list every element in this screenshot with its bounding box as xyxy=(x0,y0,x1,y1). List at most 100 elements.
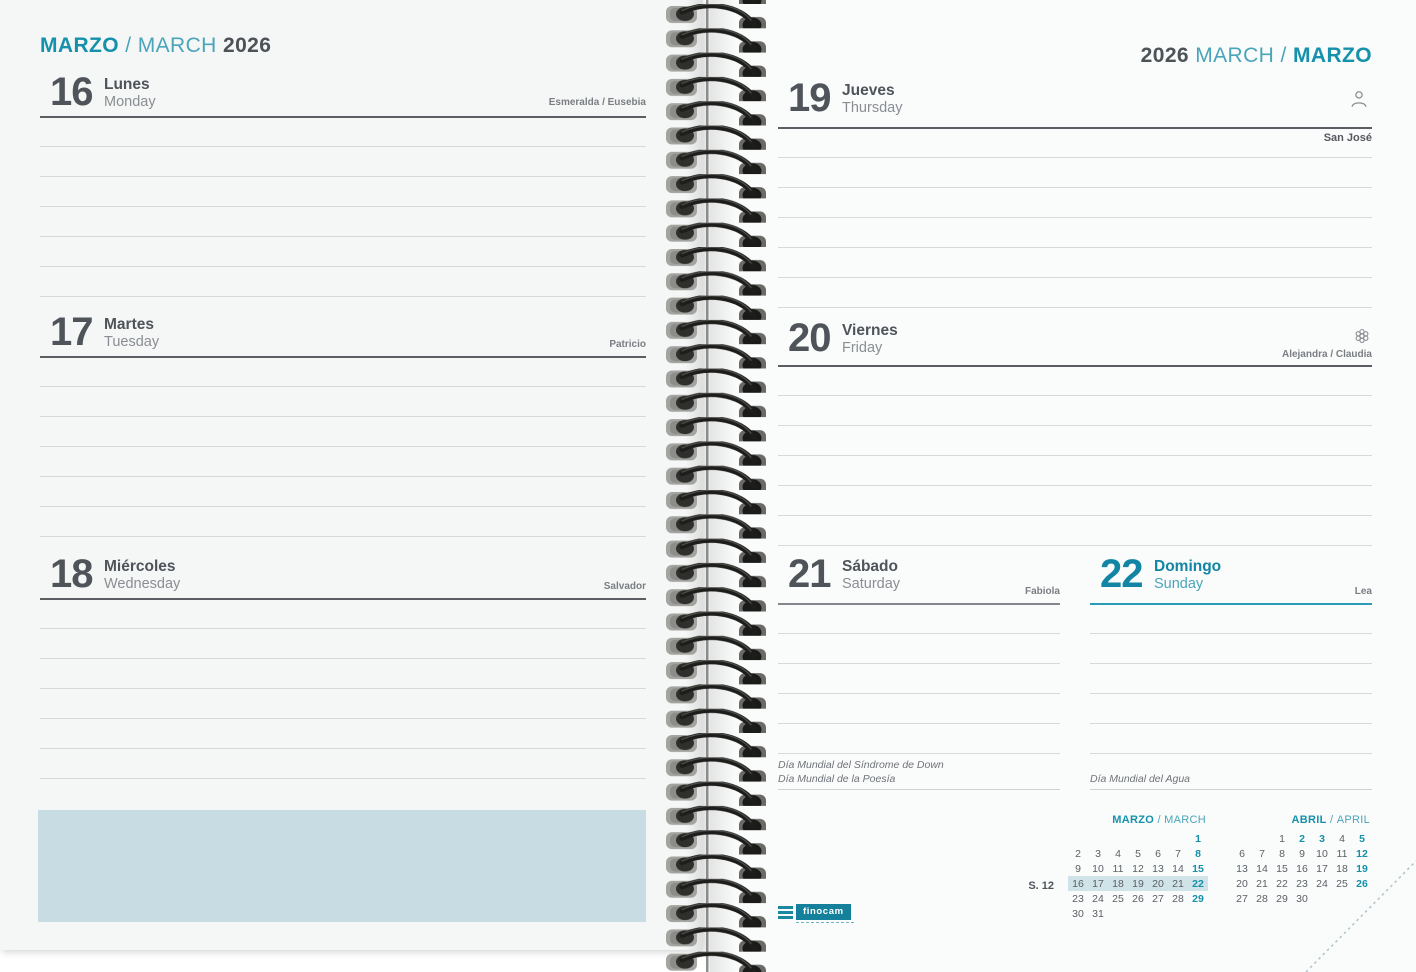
mini-calendar-day: 17 xyxy=(1316,862,1328,875)
mini-calendar-day: 10 xyxy=(1316,847,1328,860)
mini-calendar-day: 16 xyxy=(1296,862,1308,875)
mini-calendar-day: 1 xyxy=(1195,832,1201,845)
mini-calendar-day: 20 xyxy=(1236,877,1248,890)
mini-calendar-day: 2 xyxy=(1299,832,1305,845)
week-number-label: S. 12 xyxy=(1028,880,1054,892)
mini-calendar-day: 24 xyxy=(1092,892,1104,905)
mini-calendar-grid: 1 2 3 4 5 6 7 8 9 10 11 12 13 14 15 16 17 18 19 20 21 22 23 24 2… xyxy=(1232,831,1372,906)
mini-calendar-week-row: 9 10 11 12 13 14 15 xyxy=(1068,861,1208,876)
mini-calendar-day: 15 xyxy=(1192,862,1204,875)
mini-calendar-day: 23 xyxy=(1072,892,1084,905)
page-spine-edge xyxy=(706,0,709,972)
logo-underline xyxy=(796,922,854,923)
logo-bars-icon xyxy=(778,905,793,919)
mini-calendar-day: 7 xyxy=(1259,847,1265,860)
mini-calendar-day: 14 xyxy=(1172,862,1184,875)
day-name-es: Viernes xyxy=(842,322,898,339)
writing-lines xyxy=(40,599,646,780)
mini-calendar-day: 13 xyxy=(1152,862,1164,875)
day-name-es: Domingo xyxy=(1154,558,1222,575)
mini-calendar-day: 20 xyxy=(1152,877,1164,890)
saints-label: Alejandra / Claudia xyxy=(1281,349,1372,360)
mini-calendar-day: 28 xyxy=(1172,892,1184,905)
mini-calendar-day: 23 xyxy=(1296,877,1308,890)
mini-calendar-week-row: 30 31 xyxy=(1068,906,1208,921)
left-page: MARZO / MARCH 2026 16 Lunes Monday Esmer… xyxy=(0,0,703,950)
month-name-es: MARZO xyxy=(1293,44,1372,67)
writing-lines xyxy=(1090,604,1372,760)
mini-calendar-day: 22 xyxy=(1276,877,1288,890)
mini-calendar-day: 19 xyxy=(1132,877,1144,890)
mini-calendar-title: ABRIL / APRIL xyxy=(1291,814,1370,826)
mini-calendar-day: 4 xyxy=(1339,832,1345,845)
day-number: 17 xyxy=(50,310,93,354)
day-labels: Jueves Thursday xyxy=(842,82,902,116)
mini-calendar-day: 24 xyxy=(1316,877,1328,890)
writing-lines xyxy=(40,357,646,538)
day-name-es: Miércoles xyxy=(104,558,176,575)
saints-label: Salvador xyxy=(603,581,646,592)
brand-name: finocam xyxy=(796,904,851,920)
mini-calendar-day: 5 xyxy=(1359,832,1365,845)
mini-calendar-day: 8 xyxy=(1195,847,1201,860)
month-name-en: MARCH xyxy=(137,34,217,57)
mini-calendar-day: 7 xyxy=(1175,847,1181,860)
saints-label: Fabiola xyxy=(1024,586,1060,597)
day-name-en: Sunday xyxy=(1154,575,1204,592)
mini-calendar-day: 27 xyxy=(1236,892,1248,905)
mini-calendar-week-row: 20 21 22 23 24 25 26 xyxy=(1232,876,1372,891)
day-name-es: Jueves xyxy=(842,82,895,99)
mini-calendar-day: 16 xyxy=(1072,877,1084,890)
mini-calendar-day: 9 xyxy=(1299,847,1305,860)
writing-lines xyxy=(778,128,1372,309)
page-edge-shadow xyxy=(710,0,736,972)
mini-calendar-week-row: 27 28 29 30 xyxy=(1232,891,1372,906)
mini-calendar-title: MARZO / MARCH xyxy=(1112,814,1206,826)
mini-calendar-day: 21 xyxy=(1256,877,1268,890)
writing-line xyxy=(778,789,1060,790)
mini-calendar-day: 13 xyxy=(1236,862,1248,875)
mini-calendar-day: 28 xyxy=(1256,892,1268,905)
mini-calendar-day: 14 xyxy=(1256,862,1268,875)
mini-calendar-day: 25 xyxy=(1112,892,1124,905)
day-name-en: Thursday xyxy=(842,99,903,116)
brand-logo: finocam xyxy=(778,904,851,920)
mini-calendar-day: 17 xyxy=(1092,877,1104,890)
page-edge-shadow xyxy=(685,0,703,950)
mini-calendar-day: 4 xyxy=(1115,847,1121,860)
saints-label: Lea xyxy=(1354,586,1372,597)
mini-calendar-april: ABRIL / APRIL 1 2 3 4 5 6 7 8 9 10 11 12 13 14 15 16 17 1… xyxy=(1232,814,1372,906)
month-name-en: MARCH xyxy=(1195,44,1275,67)
day-labels: Viernes Friday xyxy=(842,322,898,356)
saints-label: Esmeralda / Eusebia xyxy=(548,97,646,108)
mini-calendar-day: 5 xyxy=(1135,847,1141,860)
day-number: 21 xyxy=(788,552,831,596)
mini-calendar-day: 27 xyxy=(1152,892,1164,905)
mini-calendar-day: 12 xyxy=(1356,847,1368,860)
mini-calendar-week-row: 16 17 18 19 20 21 22 xyxy=(1068,876,1208,891)
mini-calendar-day: 31 xyxy=(1092,907,1104,920)
mini-calendar-day: 26 xyxy=(1356,877,1368,890)
saints-label: Patricio xyxy=(609,339,646,350)
mini-calendar-day: 12 xyxy=(1132,862,1144,875)
mini-calendar-day: 30 xyxy=(1072,907,1084,920)
mini-calendar-week-row: 13 14 15 16 17 18 19 xyxy=(1232,861,1372,876)
month-name-es: MARZO xyxy=(40,34,119,57)
flower-icon xyxy=(1352,326,1372,346)
mini-calendar-day: 18 xyxy=(1336,862,1348,875)
mini-calendar-day: 30 xyxy=(1296,892,1308,905)
day-number: 22 xyxy=(1100,552,1143,596)
right-page-title: 2026 MARCH / MARZO xyxy=(1141,44,1372,68)
mini-calendar-day: 1 xyxy=(1279,832,1285,845)
mini-calendar-week-row: 2 3 4 5 6 7 8 xyxy=(1068,846,1208,861)
mini-calendar-day: 29 xyxy=(1192,892,1204,905)
day-name-en: Friday xyxy=(842,339,883,356)
day-name-en: Tuesday xyxy=(104,333,160,350)
mini-calendar-day: 3 xyxy=(1095,847,1101,860)
day-labels: Domingo Sunday xyxy=(1154,558,1221,592)
day-name-en: Wednesday xyxy=(104,575,181,592)
year-label: 2026 xyxy=(1140,44,1189,67)
mini-calendar-week-row: 6 7 8 9 10 11 12 xyxy=(1232,846,1372,861)
mini-calendar-day: 11 xyxy=(1336,847,1348,860)
mini-calendar-day: 26 xyxy=(1132,892,1144,905)
